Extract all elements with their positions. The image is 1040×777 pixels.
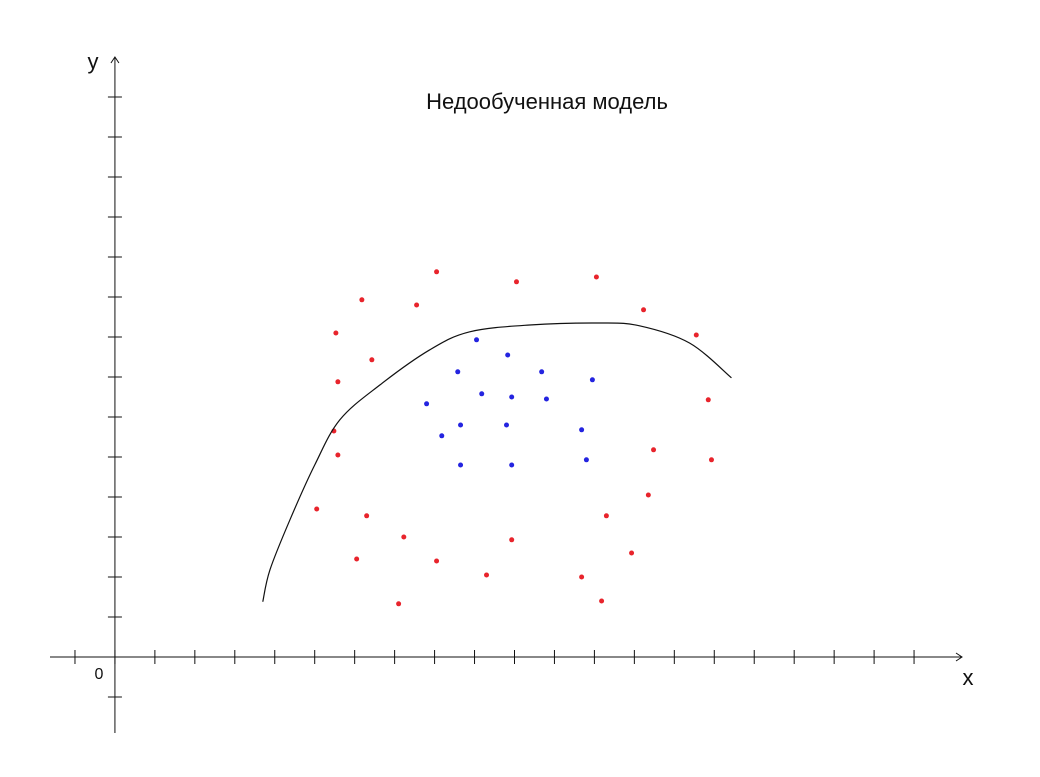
point (513, 279, 519, 285)
point (651, 447, 657, 453)
point (509, 537, 515, 543)
point (335, 379, 341, 385)
point (401, 534, 407, 540)
point (484, 572, 490, 578)
chart-title: Недообученная модель (426, 89, 668, 114)
point (458, 422, 464, 428)
point (543, 396, 549, 402)
point (474, 337, 480, 343)
origin-label: 0 (95, 666, 104, 683)
x-axis-arrow (955, 652, 963, 662)
y-axis-arrow (110, 56, 120, 64)
point (629, 550, 635, 556)
point (583, 457, 589, 463)
point (359, 297, 365, 303)
point (354, 556, 360, 562)
point (705, 397, 711, 403)
point (589, 377, 595, 383)
point (708, 457, 714, 463)
point (509, 462, 515, 468)
point (503, 422, 509, 428)
point (439, 433, 445, 439)
point (364, 513, 370, 519)
point (335, 452, 341, 458)
curve (262, 322, 732, 602)
point (479, 391, 485, 397)
point (641, 307, 647, 313)
point (434, 558, 440, 564)
point (603, 513, 609, 519)
x-axis-label: x (963, 665, 974, 690)
point (593, 274, 599, 280)
point (369, 357, 375, 363)
point (539, 369, 545, 375)
point (509, 394, 515, 400)
point (424, 401, 430, 407)
point (505, 352, 511, 358)
point (645, 492, 651, 498)
point (693, 332, 699, 338)
point (314, 506, 320, 512)
point (579, 427, 585, 433)
point (333, 330, 339, 336)
point (434, 269, 440, 275)
point (579, 574, 585, 580)
point (599, 598, 605, 604)
point (414, 302, 420, 308)
y-axis-label: y (88, 49, 99, 74)
point (396, 601, 402, 607)
point (455, 369, 461, 375)
point (458, 462, 464, 468)
